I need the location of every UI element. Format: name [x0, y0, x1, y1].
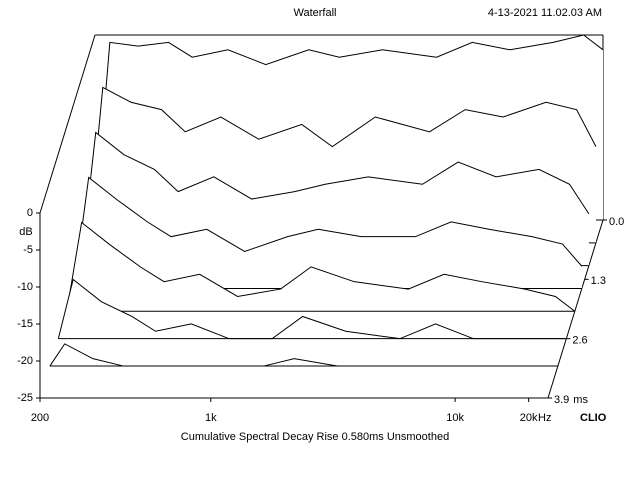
y-tick-label: -10: [17, 281, 33, 293]
y-tick-label: 0: [27, 207, 33, 219]
floor-right: [547, 219, 604, 399]
x-tick-label: 1k: [205, 412, 217, 424]
left-edge: [39, 34, 96, 214]
slice-fill: [66, 222, 575, 312]
brand: CLIO: [580, 412, 607, 424]
y-tick-label: -15: [17, 318, 33, 330]
footer: Cumulative Spectral Decay Rise 0.580ms U…: [181, 431, 449, 443]
z-unit: ms: [573, 394, 588, 406]
x-tick-label: 20k: [520, 412, 538, 424]
z-tick-label: 0.0: [609, 216, 624, 228]
x-unit: Hz: [538, 412, 551, 424]
slice: [94, 34, 604, 221]
y-tick-label: -20: [17, 355, 33, 367]
z-tick-label: 1.3: [591, 275, 606, 287]
timestamp: 4-13-2021 11.02.03 AM: [488, 7, 602, 19]
x-tick-label: 10k: [446, 412, 464, 424]
y-tick-label: -5: [23, 244, 33, 256]
chart-title: Waterfall: [294, 7, 337, 19]
y-axis-label: dB: [19, 226, 32, 238]
slice: [80, 131, 590, 266]
y-tick-label: -25: [17, 392, 33, 404]
z-tick-label: 3.9: [554, 394, 569, 406]
slice-fill: [49, 343, 558, 367]
slice: [73, 176, 583, 289]
slice: [87, 86, 597, 243]
z-tick-label: 2.6: [572, 335, 587, 347]
x-tick-label: 200: [31, 412, 49, 424]
slice-fill: [58, 279, 567, 339]
slice: [66, 221, 576, 312]
slice-fill: [73, 177, 582, 289]
